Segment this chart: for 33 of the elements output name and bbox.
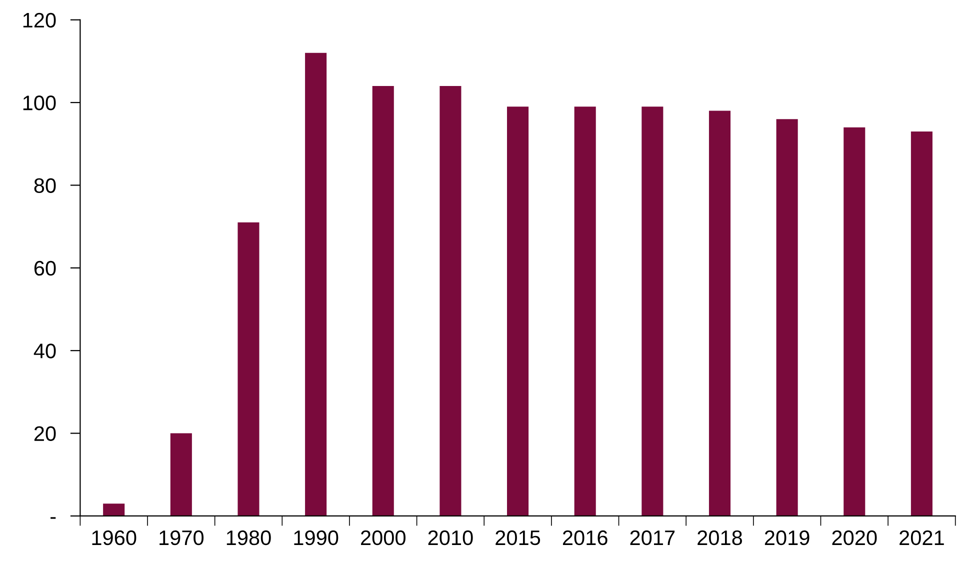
bar	[170, 433, 192, 516]
bar	[642, 106, 664, 516]
y-tick-label: 20	[34, 426, 56, 442]
x-tick-label: 1980	[226, 530, 271, 546]
x-tick-label: 2015	[496, 530, 540, 546]
bar	[708, 110, 731, 516]
bar	[372, 86, 394, 516]
bar	[440, 86, 462, 516]
x-tick-label: 2000	[361, 530, 406, 546]
bar	[574, 106, 596, 516]
bar	[238, 222, 260, 516]
y-tick-label: 120	[23, 12, 56, 28]
y-tick-label: 100	[23, 96, 56, 110]
x-tick-label: 1970	[160, 530, 204, 546]
y-tick-label: 80	[34, 178, 56, 193]
bar	[844, 127, 866, 516]
x-tick-label: 1960	[92, 530, 136, 546]
y-tick-label: 40	[34, 344, 56, 358]
x-tick-label: 2010	[428, 530, 473, 546]
bar	[103, 504, 125, 516]
x-tick-label: 2018	[698, 530, 742, 546]
x-tick-label: 2019	[764, 530, 810, 546]
bar	[776, 119, 798, 516]
x-tick-label: 1990	[294, 530, 338, 546]
x-tick-label: 2016	[562, 530, 608, 546]
y-tick-label: 60	[34, 260, 56, 276]
bar	[910, 131, 932, 516]
x-tick-label: 2021	[900, 530, 944, 546]
bar	[507, 106, 529, 516]
y-tick-label: -	[50, 517, 56, 519]
x-tick-label: 2020	[832, 530, 877, 546]
bar	[305, 52, 327, 516]
x-tick-label: 2017	[630, 530, 675, 546]
